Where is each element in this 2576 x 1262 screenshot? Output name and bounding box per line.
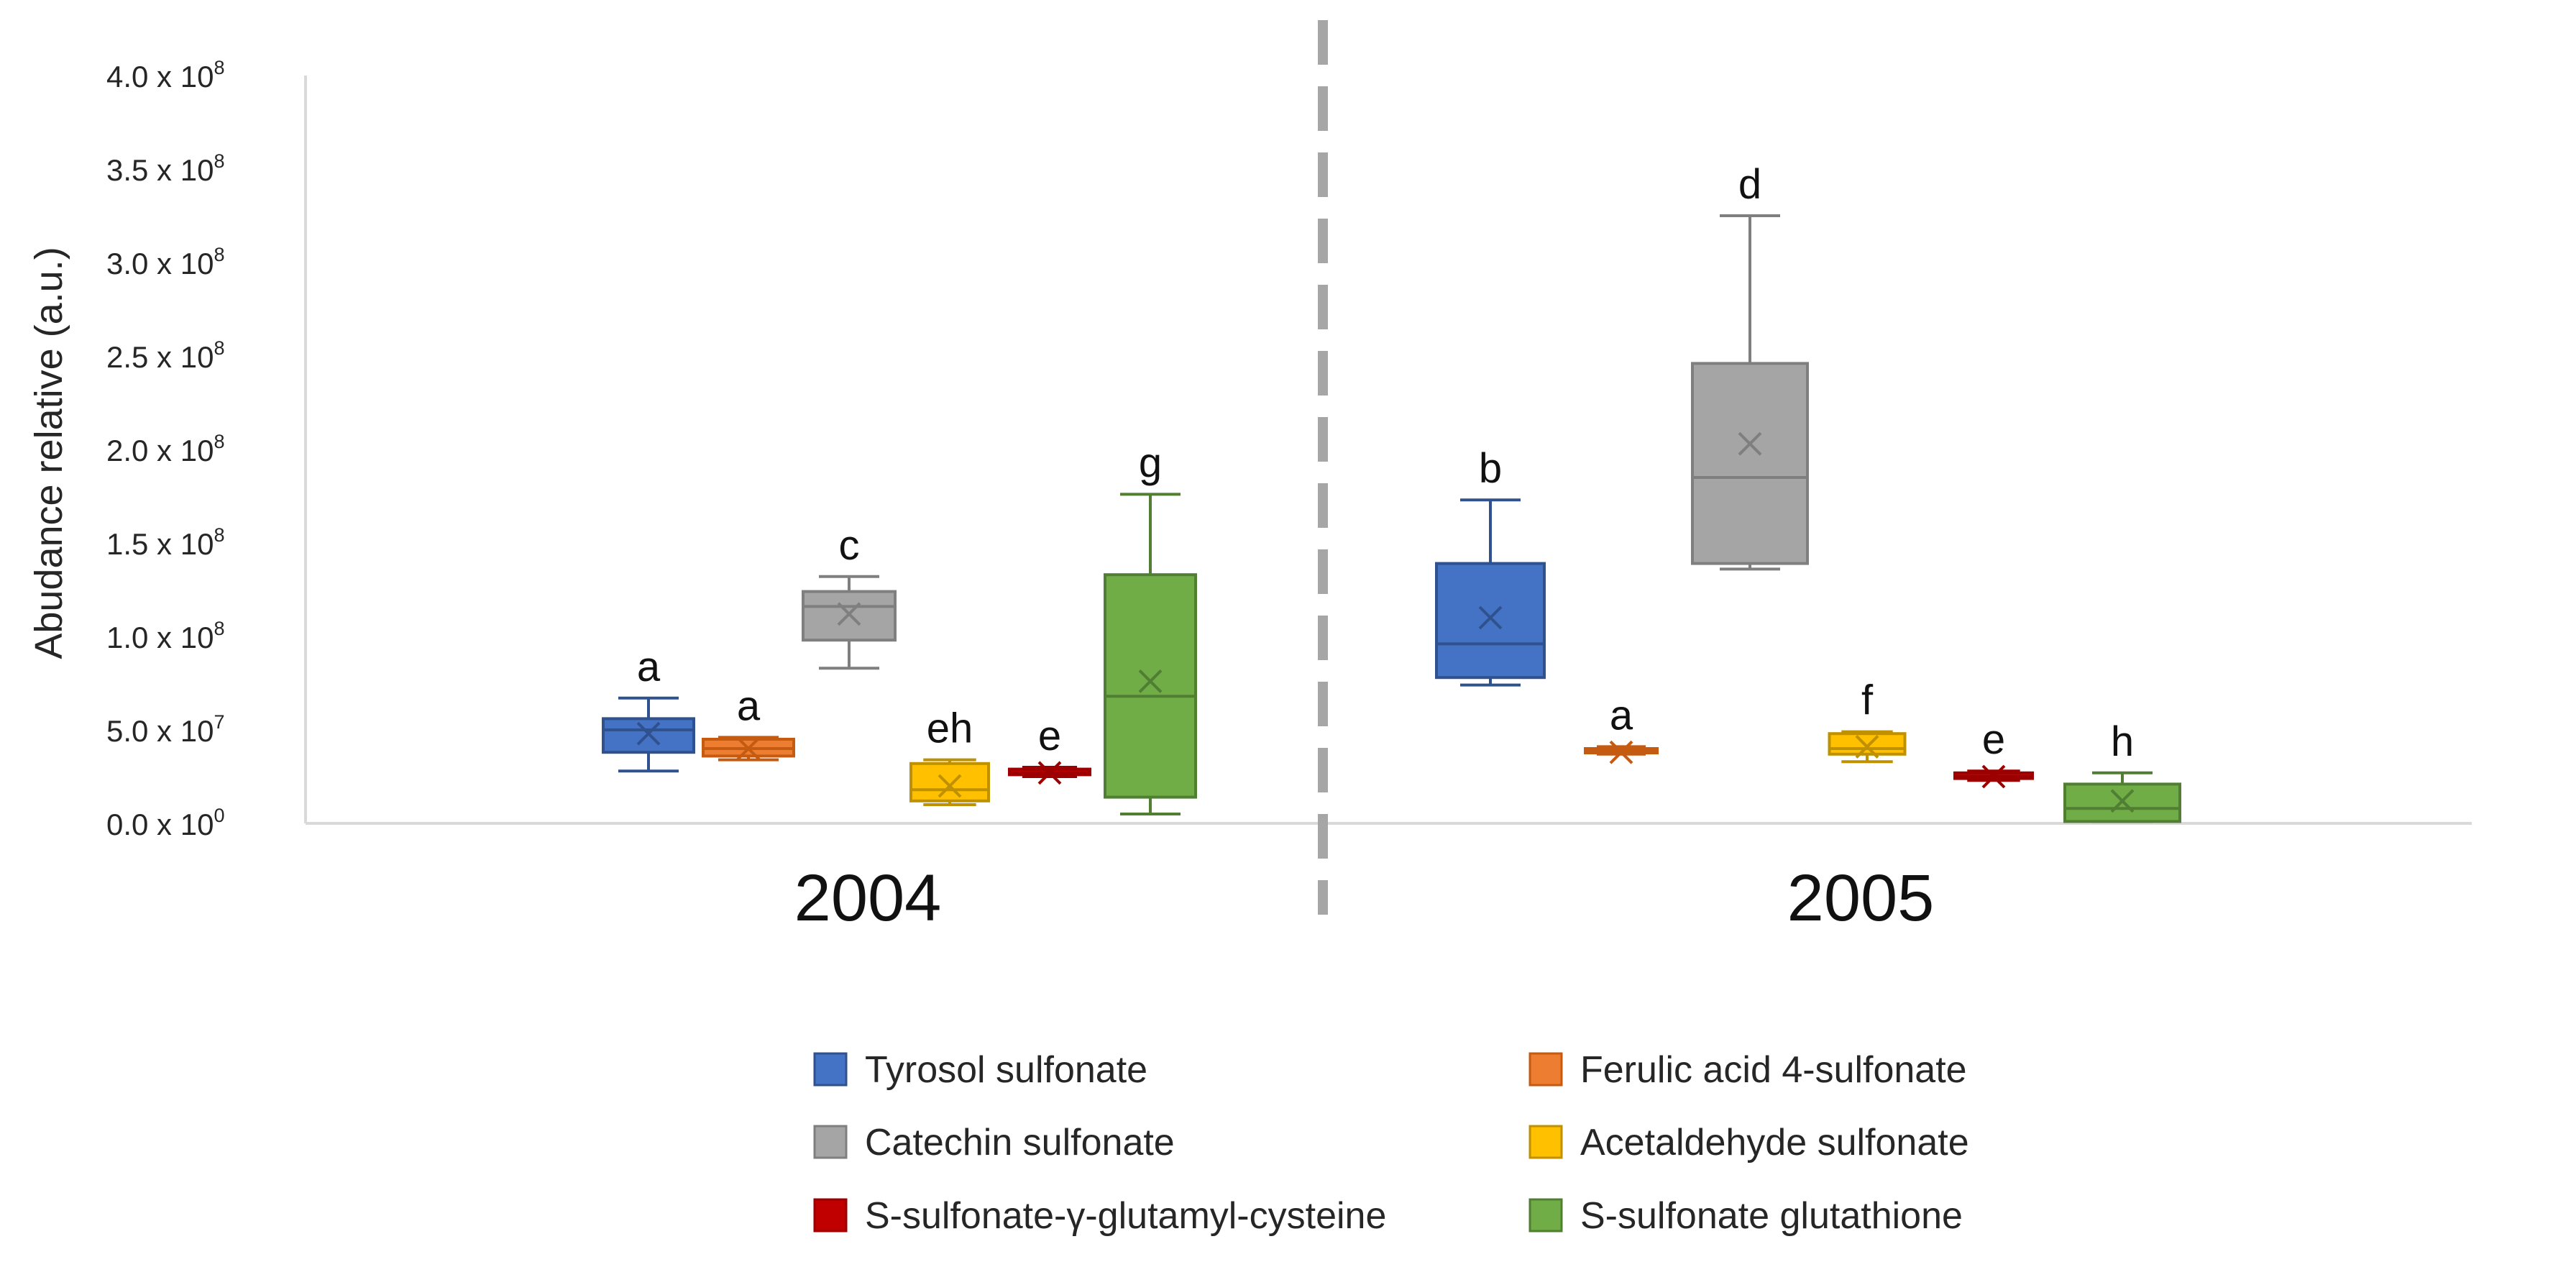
legend-swatch xyxy=(813,1198,848,1233)
legend-swatch xyxy=(813,1052,848,1087)
box-ferulic-acid-4-sulfonate-2004: a xyxy=(702,682,795,762)
mean-marker xyxy=(2110,789,2135,813)
mean-marker xyxy=(736,736,761,761)
box-s-sulfonate-glutamyl-cysteine-2005: e xyxy=(1953,716,2034,789)
box-rect xyxy=(2063,782,2181,823)
y-tick-label: 3.0 x 108 xyxy=(106,244,224,280)
plot-area: a b a a c d eh f e e g h xyxy=(602,161,2181,823)
box-acetaldehyde-sulfonate-2004: eh xyxy=(909,705,990,806)
significance-letter: b xyxy=(1479,445,1502,492)
y-tick-label: 2.5 x 108 xyxy=(106,337,224,374)
legend-item: S-sulfonate glutathione xyxy=(1528,1195,1963,1237)
box-catechin-sulfonate-2004: c xyxy=(802,522,897,670)
legend-label: Ferulic acid 4-sulfonate xyxy=(1580,1049,1967,1091)
legend-label: Acetaldehyde sulfonate xyxy=(1580,1122,1969,1163)
significance-letter: g xyxy=(1139,439,1162,486)
legend-item: S-sulfonate-γ-glutamyl-cysteine xyxy=(813,1195,1386,1237)
significance-letter: f xyxy=(1861,677,1874,724)
legend-item: Catechin sulfonate xyxy=(813,1122,1175,1163)
box-acetaldehyde-sulfonate-2005: f xyxy=(1828,677,1907,764)
box-s-sulfonate-glutathione-2005: h xyxy=(2063,718,2181,823)
significance-letter: a xyxy=(1610,692,1633,739)
significance-letter: e xyxy=(1982,716,2005,763)
mean-marker xyxy=(1478,605,1503,630)
box-rect xyxy=(1104,573,1197,799)
legend-item: Ferulic acid 4-sulfonate xyxy=(1528,1049,1967,1091)
box-ferulic-acid-4-sulfonate-2005: a xyxy=(1584,692,1659,764)
significance-letter: a xyxy=(737,682,761,729)
category-label-2005: 2005 xyxy=(1787,861,1935,935)
box-s-sulfonate-glutamyl-cysteine-2004: e xyxy=(1008,713,1091,785)
legend-item: Acetaldehyde sulfonate xyxy=(1528,1122,1969,1163)
box-s-sulfonate-glutathione-2004: g xyxy=(1104,439,1197,815)
mean-marker xyxy=(837,602,861,626)
legend-swatch xyxy=(1528,1198,1563,1233)
legend-label: Catechin sulfonate xyxy=(865,1122,1175,1163)
significance-letter: d xyxy=(1738,161,1761,208)
significance-letter: c xyxy=(839,522,860,569)
mean-marker xyxy=(1981,764,2006,789)
y-tick-label: 1.0 x 108 xyxy=(106,618,224,654)
box-rect xyxy=(1691,362,1809,565)
mean-marker xyxy=(1609,740,1633,764)
legend: Tyrosol sulfonate Ferulic acid 4-sulfonat… xyxy=(813,1049,1969,1237)
box-catechin-sulfonate-2005: d xyxy=(1691,161,1809,571)
category-label-2004: 2004 xyxy=(794,861,942,935)
y-axis-ticks: 0.0 x 100 5.0 x 107 1.0 x 108 1.5 x 108 2.0 … xyxy=(106,57,224,841)
legend-swatch xyxy=(1528,1052,1563,1087)
significance-letter: e xyxy=(1038,713,1061,759)
significance-letter: a xyxy=(637,644,661,690)
box-rect xyxy=(602,717,695,754)
y-tick-label: 4.0 x 108 xyxy=(106,57,224,93)
mean-marker xyxy=(1738,431,1762,456)
mean-marker xyxy=(636,721,661,746)
y-tick-label: 1.5 x 108 xyxy=(106,524,224,561)
legend-swatch xyxy=(813,1125,848,1159)
mean-marker xyxy=(938,774,962,798)
y-tick-label: 2.0 x 108 xyxy=(106,431,224,467)
y-tick-label: 0.0 x 100 xyxy=(106,805,224,841)
y-axis-label: Abudance relative (a.u.) xyxy=(27,247,70,659)
y-tick-label: 5.0 x 107 xyxy=(106,711,224,748)
box-rect xyxy=(1828,732,1907,756)
mean-marker xyxy=(1855,734,1879,759)
legend-swatch xyxy=(1528,1125,1563,1159)
significance-letter: eh xyxy=(927,705,973,752)
box-tyrosol-sulfonate-2004: a xyxy=(602,644,695,773)
legend-label: S-sulfonate glutathione xyxy=(1580,1195,1963,1237)
y-tick-label: 3.5 x 108 xyxy=(106,150,224,187)
legend-label: S-sulfonate-γ-glutamyl-cysteine xyxy=(865,1195,1386,1237)
legend-item: Tyrosol sulfonate xyxy=(813,1049,1147,1091)
legend-label: Tyrosol sulfonate xyxy=(865,1049,1147,1091)
box-rect xyxy=(909,762,990,803)
mean-marker xyxy=(1037,761,1062,785)
box-rect xyxy=(1435,562,1546,680)
box-tyrosol-sulfonate-2005: b xyxy=(1435,445,1546,687)
axes: Abudance relative (a.u.) 2004 2005 xyxy=(27,20,2472,935)
significance-letter: h xyxy=(2111,718,2134,765)
mean-marker xyxy=(1138,669,1163,693)
